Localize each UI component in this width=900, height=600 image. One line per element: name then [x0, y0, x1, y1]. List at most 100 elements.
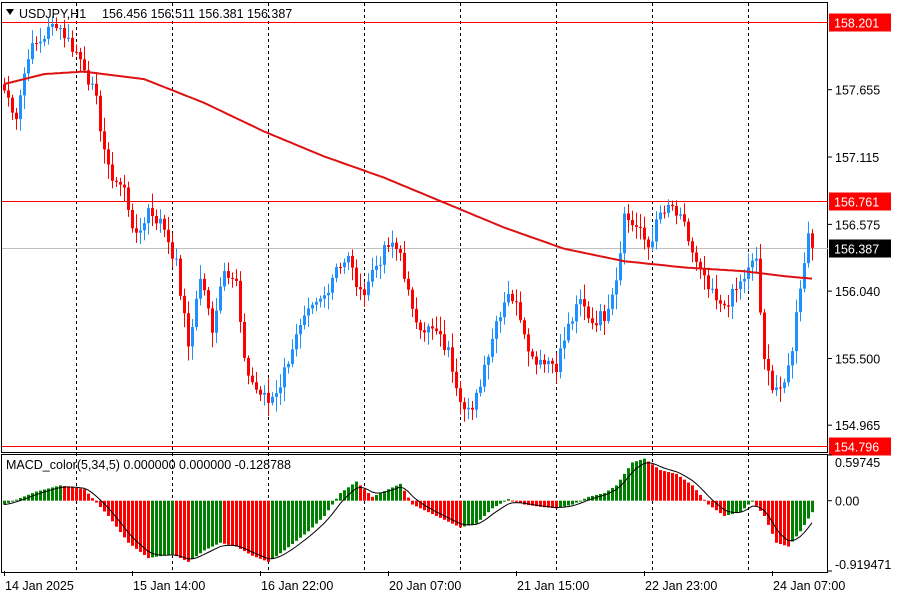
candle: [379, 256, 382, 280]
macd-bar: [699, 494, 702, 501]
macd-bar: [275, 500, 278, 557]
macd-bar: [11, 500, 14, 502]
macd-bar: [515, 500, 518, 502]
price-tick-label: 157.115: [835, 151, 879, 165]
macd-tick-label: 0.59745: [835, 456, 880, 470]
candle: [447, 341, 450, 358]
symbol-label: USDJPY,H1: [19, 7, 86, 21]
price-tick-label: 156.040: [835, 285, 880, 299]
candle: [595, 310, 598, 333]
macd-bar: [695, 490, 698, 501]
candle: [583, 284, 586, 321]
candle: [767, 344, 770, 386]
candle: [295, 323, 298, 357]
candle: [107, 142, 110, 179]
candle: [423, 322, 426, 342]
macd-bar: [807, 500, 810, 519]
candle: [167, 216, 170, 254]
macd-bar: [47, 488, 50, 501]
macd-bar: [267, 500, 270, 562]
candle: [527, 328, 530, 367]
macd-bar: [95, 500, 98, 503]
price-tick-label: 157.655: [835, 84, 880, 98]
collapse-triangle-icon[interactable]: [6, 9, 14, 15]
macd-bar: [7, 500, 10, 503]
macd-bar: [507, 499, 510, 501]
macd-bar: [247, 500, 250, 554]
candle: [515, 289, 518, 316]
macd-bar: [283, 500, 286, 551]
candle: [443, 320, 446, 356]
candle: [35, 36, 38, 51]
candle: [495, 315, 498, 354]
candle: [439, 316, 442, 347]
candle: [359, 273, 362, 301]
current-price-box: [829, 239, 891, 258]
macd-bar: [487, 500, 490, 513]
candle: [99, 90, 102, 142]
candle: [707, 267, 710, 298]
macd-bar: [727, 500, 730, 516]
macd-bar: [379, 493, 382, 501]
macd-bar: [43, 489, 46, 501]
candle: [711, 278, 714, 294]
candle: [483, 355, 486, 393]
macd-bar: [295, 500, 298, 541]
macd-bar: [287, 500, 290, 548]
candle: [543, 354, 546, 373]
level-label-box: [829, 192, 891, 211]
macd-bar: [387, 489, 390, 501]
macd-bar: [735, 500, 738, 514]
macd-bar: [3, 500, 6, 505]
macd-bar: [359, 485, 362, 501]
macd-bar: [667, 472, 670, 501]
macd-bar: [551, 500, 554, 508]
macd-bar: [291, 500, 294, 545]
macd-bar: [187, 500, 190, 562]
macd-bar: [83, 489, 86, 501]
candle: [539, 349, 542, 369]
candle: [87, 61, 90, 91]
macd-bar: [655, 467, 658, 501]
candle: [723, 300, 726, 310]
candle: [267, 378, 270, 417]
candle: [459, 380, 462, 415]
price-tick-label: 156.575: [835, 218, 880, 232]
candle: [479, 379, 482, 397]
candle: [775, 375, 778, 397]
candle: [31, 30, 34, 64]
candle: [259, 386, 262, 402]
candle: [415, 297, 418, 329]
macd-bar: [731, 500, 734, 515]
candle: [563, 326, 566, 360]
candle: [287, 361, 290, 374]
candle: [111, 152, 114, 189]
candle: [387, 237, 390, 253]
macd-bar: [787, 500, 790, 547]
macd-bar: [235, 500, 238, 547]
macd-bar: [475, 500, 478, 524]
candle: [239, 271, 242, 333]
candle: [691, 237, 694, 263]
macd-bar: [63, 486, 66, 501]
candle: [803, 252, 806, 293]
macd-bar: [739, 500, 742, 513]
macd-bar: [463, 500, 466, 527]
candle: [187, 301, 190, 361]
macd-bar: [155, 500, 158, 557]
macd-bar: [799, 500, 802, 532]
candle: [551, 358, 554, 374]
candle: [695, 245, 698, 271]
macd-bar: [123, 500, 126, 538]
macd-bar: [779, 500, 782, 545]
macd-bar: [547, 500, 550, 508]
candle: [619, 241, 622, 286]
candle: [139, 218, 142, 245]
macd-bar: [367, 493, 370, 501]
candle: [155, 209, 158, 231]
main-panel-frame: [1, 2, 828, 453]
macd-bar: [751, 500, 754, 502]
candle: [143, 217, 146, 241]
macd-bar: [203, 500, 206, 551]
horizontal-levels[interactable]: 158.201 156.761 154.796: [2, 13, 891, 456]
